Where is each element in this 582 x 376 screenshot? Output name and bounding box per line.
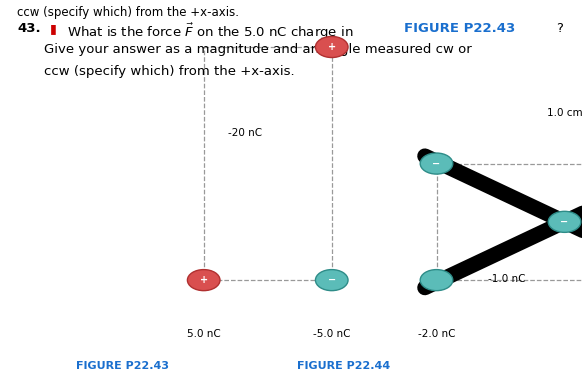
Text: 3.0 cm: 3.0 cm (218, 0, 254, 2)
Text: ccw (specify which) from the +x-axis.: ccw (specify which) from the +x-axis. (44, 65, 294, 78)
Circle shape (420, 270, 453, 291)
Text: ▮: ▮ (49, 22, 56, 35)
Circle shape (548, 211, 581, 232)
Circle shape (420, 153, 453, 174)
Text: −: − (560, 217, 569, 227)
Text: FIGURE P22.43: FIGURE P22.43 (76, 361, 169, 371)
Text: +: + (328, 42, 336, 52)
Text: FIGURE P22.43: FIGURE P22.43 (404, 22, 516, 35)
Text: -1.0 nC: -1.0 nC (488, 274, 525, 285)
Circle shape (315, 36, 348, 58)
Text: ccw (specify which) from the +x-axis.: ccw (specify which) from the +x-axis. (17, 6, 239, 19)
Text: What is the force $\vec{F}$ on the 5.0 nC charge in: What is the force $\vec{F}$ on the 5.0 n… (67, 22, 353, 42)
Text: 43.: 43. (17, 22, 41, 35)
Text: -2.0 nC: -2.0 nC (418, 329, 455, 339)
Text: −: − (432, 159, 441, 168)
Text: FIGURE P22.44: FIGURE P22.44 (297, 361, 390, 371)
Text: +: + (200, 275, 208, 285)
Text: 5.0 nC: 5.0 nC (187, 329, 221, 339)
Text: Give your answer as a magnitude and an angle measured cw or: Give your answer as a magnitude and an a… (44, 43, 471, 56)
Circle shape (187, 270, 220, 291)
Text: −: − (328, 275, 336, 285)
Text: 1.0 cm: 1.0 cm (546, 108, 582, 118)
Text: -5.0 nC: -5.0 nC (313, 329, 350, 339)
Text: ?: ? (556, 22, 563, 35)
Text: -20 nC: -20 nC (228, 129, 262, 138)
Circle shape (315, 270, 348, 291)
